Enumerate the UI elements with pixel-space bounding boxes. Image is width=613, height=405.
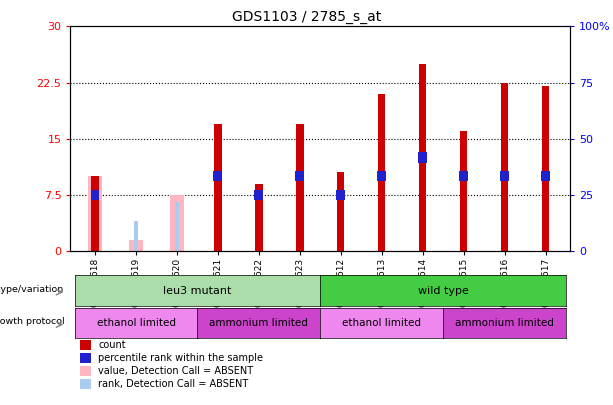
Bar [377,171,386,181]
Text: ethanol limited: ethanol limited [96,318,175,328]
Bar [419,64,427,251]
Bar [255,184,262,251]
Bar [214,124,222,251]
Bar [460,131,467,251]
Bar [170,195,184,251]
Bar [501,83,508,251]
Text: rank, Detection Call = ABSENT: rank, Detection Call = ABSENT [98,379,248,389]
Bar [175,202,179,251]
Text: wild type: wild type [417,286,468,296]
Bar [378,94,386,251]
Text: percentile rank within the sample: percentile rank within the sample [98,353,263,363]
Text: genotype/variation: genotype/variation [0,285,64,294]
Bar [459,171,468,181]
Bar [254,190,264,200]
Text: ethanol limited: ethanol limited [342,318,421,328]
Bar [337,173,345,251]
Bar [541,171,550,181]
Text: ammonium limited: ammonium limited [455,318,554,328]
Text: leu3 mutant: leu3 mutant [163,286,232,296]
Bar [88,176,102,251]
Bar [418,152,427,162]
Bar [500,171,509,181]
Text: value, Detection Call = ABSENT: value, Detection Call = ABSENT [98,366,253,376]
Text: ammonium limited: ammonium limited [210,318,308,328]
Text: count: count [98,340,126,350]
Bar [91,176,99,251]
Text: GDS1103 / 2785_s_at: GDS1103 / 2785_s_at [232,10,381,24]
Bar [129,240,143,251]
Text: growth protocol: growth protocol [0,317,64,326]
Bar [295,171,304,181]
Bar [542,86,549,251]
Bar [91,190,99,200]
Bar [134,221,138,251]
Bar [337,190,345,200]
Bar [296,124,303,251]
Bar [213,171,223,181]
